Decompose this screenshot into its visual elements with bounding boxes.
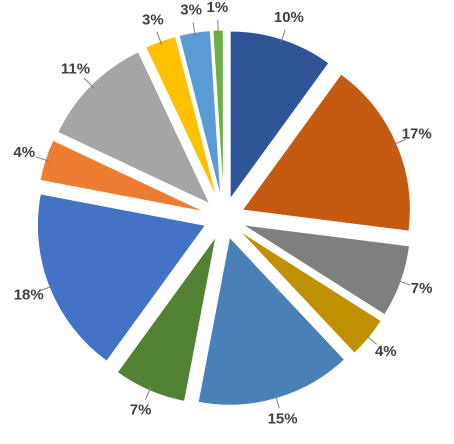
leader-line [392, 138, 406, 146]
data-label: 7% [411, 280, 433, 297]
leader-line [83, 77, 95, 89]
data-label: 1% [207, 0, 229, 16]
data-label: 4% [13, 144, 35, 161]
leader-line [365, 334, 377, 345]
leader-line [396, 279, 411, 286]
leader-line [156, 31, 163, 46]
data-label: 18% [14, 286, 44, 303]
leader-line [39, 285, 54, 292]
leader-line [192, 22, 196, 37]
data-label: 3% [180, 2, 202, 19]
data-label: 10% [274, 9, 304, 26]
data-label: 4% [375, 343, 397, 360]
leader-line [35, 156, 50, 162]
leader-line [144, 386, 152, 400]
leader-line [274, 394, 280, 409]
data-label: 11% [61, 60, 90, 77]
data-label: 17% [402, 126, 432, 143]
leader-line [280, 29, 286, 44]
data-label: 15% [268, 411, 298, 428]
data-label: 3% [142, 11, 164, 28]
data-label: 7% [130, 402, 152, 419]
